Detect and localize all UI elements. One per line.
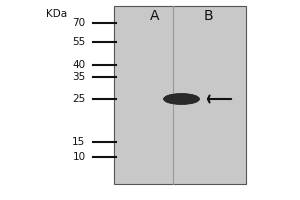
Text: 10: 10	[72, 152, 86, 162]
Text: KDa: KDa	[46, 9, 68, 19]
Text: 35: 35	[72, 72, 86, 82]
Text: B: B	[204, 9, 213, 23]
Text: 25: 25	[72, 94, 86, 104]
Bar	[114, 6, 246, 184]
Text: 70: 70	[72, 18, 86, 28]
Text: 15: 15	[72, 137, 86, 147]
Text: 55: 55	[72, 37, 86, 47]
Text: 40: 40	[72, 60, 86, 70]
Text: A: A	[150, 9, 159, 23]
Ellipse shape	[164, 94, 200, 104]
